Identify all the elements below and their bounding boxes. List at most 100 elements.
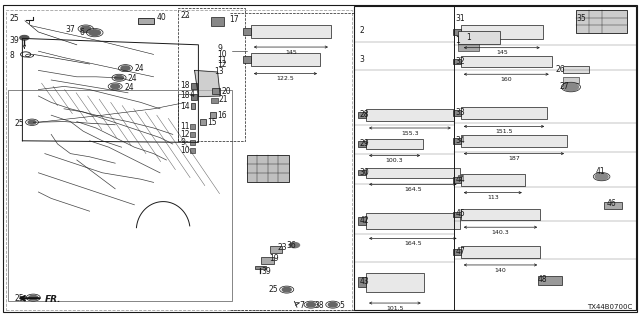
Text: 2: 2 (360, 26, 364, 35)
Bar (461, 246, 540, 258)
Bar (453, 212, 461, 217)
Text: 164.5: 164.5 (404, 187, 422, 192)
Bar (251, 25, 331, 38)
Text: 16: 16 (218, 111, 227, 120)
Text: 28: 28 (360, 110, 369, 119)
Bar (354, 6, 636, 310)
Text: 12: 12 (180, 130, 190, 139)
Text: 151.5: 151.5 (495, 129, 513, 134)
Text: 44: 44 (456, 175, 465, 184)
Bar (461, 135, 567, 147)
Text: 101.5: 101.5 (386, 306, 404, 311)
Text: 18: 18 (180, 92, 190, 100)
Text: 140.3: 140.3 (492, 230, 509, 235)
Circle shape (595, 173, 608, 180)
Bar (191, 103, 195, 109)
Text: 100.3: 100.3 (386, 158, 403, 163)
Text: 22: 22 (180, 12, 190, 20)
Bar (453, 249, 461, 255)
Text: 19: 19 (269, 254, 278, 263)
Text: 113: 113 (487, 195, 499, 200)
Text: 48: 48 (538, 275, 547, 284)
Bar (190, 140, 195, 145)
Text: 13: 13 (214, 67, 224, 76)
Text: 1: 1 (456, 36, 460, 45)
Text: 155.3: 155.3 (401, 131, 419, 136)
Text: 164.5: 164.5 (404, 241, 422, 246)
Bar (458, 31, 500, 44)
Text: 29: 29 (360, 140, 369, 148)
Text: 20: 20 (221, 87, 231, 96)
Text: 8: 8 (10, 51, 14, 60)
Bar (366, 273, 424, 292)
Text: 31: 31 (456, 14, 465, 23)
Bar (366, 139, 423, 149)
Text: 23: 23 (278, 243, 287, 252)
Bar (243, 56, 251, 63)
Text: 33: 33 (456, 108, 465, 117)
Text: 34: 34 (456, 136, 465, 145)
Text: 25: 25 (14, 119, 24, 128)
Text: 24: 24 (134, 64, 144, 73)
Circle shape (29, 295, 38, 300)
Text: 37: 37 (65, 25, 75, 34)
Text: 10: 10 (180, 146, 190, 155)
Bar (261, 257, 274, 264)
Bar (191, 83, 197, 89)
Bar (212, 88, 220, 94)
Bar (453, 109, 461, 116)
Text: 25: 25 (10, 14, 19, 23)
Text: 39: 39 (10, 36, 19, 45)
Bar (453, 138, 461, 144)
Text: 38: 38 (315, 301, 324, 310)
Text: 160: 160 (500, 77, 512, 82)
Circle shape (81, 26, 91, 31)
Circle shape (563, 83, 579, 91)
Bar (461, 25, 543, 39)
Bar (461, 56, 552, 67)
Bar (538, 276, 562, 285)
Bar (461, 107, 547, 119)
Text: 9: 9 (218, 44, 223, 53)
Text: 30: 30 (360, 168, 369, 177)
Text: 14: 14 (180, 102, 190, 111)
Circle shape (328, 302, 337, 307)
Text: 45: 45 (456, 209, 465, 218)
Text: 140: 140 (495, 268, 506, 273)
Text: 1: 1 (466, 33, 471, 42)
Bar (8, 90, 232, 301)
Polygon shape (195, 70, 220, 97)
Circle shape (20, 36, 29, 40)
Bar (243, 28, 251, 35)
Text: 39: 39 (261, 268, 271, 276)
Bar (366, 213, 460, 229)
Circle shape (28, 120, 36, 124)
Bar (358, 217, 366, 225)
Circle shape (121, 66, 130, 70)
Text: 35: 35 (576, 14, 586, 23)
Bar (210, 112, 216, 118)
Text: FR.: FR. (45, 295, 61, 304)
Bar (251, 53, 320, 66)
Text: 122.5: 122.5 (276, 76, 294, 81)
Bar (190, 148, 195, 153)
Bar (190, 124, 195, 129)
Bar (366, 168, 460, 178)
Text: 43: 43 (360, 277, 369, 286)
Bar (358, 277, 366, 287)
Bar (138, 18, 154, 24)
Text: 25: 25 (14, 294, 24, 303)
Text: 41: 41 (595, 167, 605, 176)
Bar (270, 246, 282, 253)
Circle shape (282, 287, 291, 292)
Text: 6: 6 (79, 28, 84, 37)
Text: 24: 24 (128, 74, 138, 83)
Bar (453, 59, 461, 64)
Text: 27: 27 (559, 82, 569, 91)
Bar (178, 8, 245, 141)
Text: 32: 32 (456, 57, 465, 66)
Text: 24: 24 (124, 83, 134, 92)
Bar (358, 141, 366, 147)
Bar (358, 112, 366, 118)
Circle shape (89, 30, 100, 36)
